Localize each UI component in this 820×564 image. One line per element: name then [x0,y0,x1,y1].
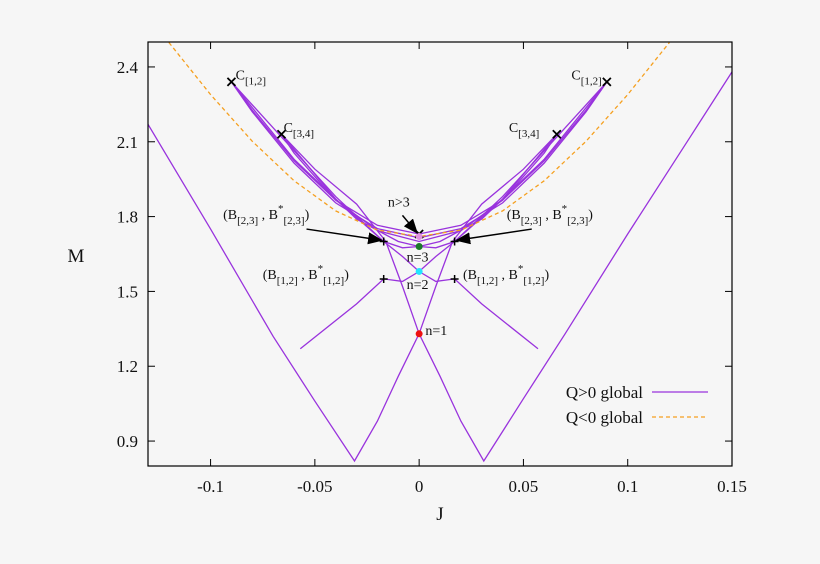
annotation-part: [1,2] [323,275,344,287]
annotation-part: [1,2] [523,275,544,287]
annotation-part: (B [263,268,277,283]
annotation-label: n=3 [407,250,429,265]
annotation-part: (B [223,208,237,223]
x-tick-label: -0.05 [297,477,332,496]
annotation-label: (B[2,3] , B*[2,3]) [507,203,594,227]
annotation-part: [1,2] [277,275,298,287]
axis-ticks: -0.1 -0.05 0 0.05 0.1 0.15 0.9 1.2 1.5 1.8 2.1 2.4 [117,42,747,496]
x-tick-label: -0.1 [197,477,224,496]
annotation-part: [3,4] [518,128,539,140]
annotation-part: [2,3] [567,215,588,227]
annotation-part: n>3 [388,196,410,211]
annotation-part: [2,3] [284,215,305,227]
annotation-part: ) [544,268,549,283]
cross-marker [602,77,612,87]
annotation-part: [2,3] [237,215,258,227]
annotation-part: ) [588,208,593,223]
y-tick-label: 1.2 [117,357,138,376]
plot-curves [147,42,733,463]
annotation-part: n=3 [407,250,429,265]
annotation-label: (B[2,3] , B*[2,3]) [223,203,309,227]
series-curve-q-positive [147,123,558,463]
annotation-part: * [562,203,568,215]
annotation-label: n=1 [425,324,447,339]
annotation-label: (B[1,2] , B*[1,2]) [263,263,350,287]
point-marker [415,330,423,338]
plus-marker [379,274,388,283]
annotation-label: C[3,4] [509,121,539,140]
y-tick-label: 2.1 [117,133,138,152]
annotation-part: , B [298,268,318,283]
x-axis-label: J [436,504,443,525]
annotation-label: C[1,2] [236,68,266,87]
point-marker [415,233,423,241]
annotation-part: C [236,68,245,83]
annotation-label: n>3 [388,196,410,211]
annotation-part: C [284,121,293,136]
annotation-part: * [278,203,284,215]
annotation-part: n=2 [407,278,429,293]
cross-marker [276,129,287,139]
y-axis-label: M [68,246,85,267]
annotation-part: * [518,263,524,275]
cross-marker [226,77,237,87]
annotation-arrow [455,228,532,245]
annotation-part: C [509,121,518,136]
point-marker [415,267,423,275]
annotation-part: (B [463,268,477,283]
point-marker [415,243,423,251]
annotation-label: n=2 [407,278,429,293]
plot-annotations: C[1,2] C[1,2]C[3,4] C[3,4](B[2,3] , B*[2,3… [223,68,602,339]
legend-label-q-negative: Q<0 global [566,408,643,427]
annotation-part: [3,4] [293,128,314,140]
annotation-label: C[3,4] [284,121,314,140]
legend-label-q-positive: Q>0 global [566,383,643,402]
annotation-part: , B [498,268,518,283]
plot-markers [226,77,612,338]
annotation-part: n=1 [425,324,447,339]
annotation-part: C [571,68,580,83]
series-curve-q-negative [168,42,670,238]
y-tick-label: 2.4 [117,58,139,77]
annotation-label: C[1,2] [571,68,601,87]
annotation-part: [2,3] [521,215,542,227]
annotation-part: [1,2] [245,75,266,87]
x-tick-label: 0.05 [509,477,539,496]
annotation-part: * [318,263,324,275]
annotation-part: [1,2] [477,275,498,287]
x-tick-label: 0.1 [617,477,638,496]
annotation-part: ) [344,268,349,283]
plot-frame [147,41,733,467]
series-curve-q-positive [281,71,733,463]
annotation-label: (B[1,2] , B*[1,2]) [463,263,550,287]
annotation-part: , B [542,208,562,223]
x-tick-label: 0.15 [717,477,747,496]
legend: Q>0 global Q<0 global [566,383,708,427]
y-tick-label: 0.9 [117,432,138,451]
x-tick-label: 0 [415,477,424,496]
annotation-part: [1,2] [581,75,602,87]
y-tick-label: 1.5 [117,282,138,301]
annotation-part: (B [507,208,521,223]
annotation-arrow [306,228,384,245]
plus-marker [450,274,459,283]
annotation-part: , B [258,208,278,223]
annotation-part: ) [305,208,310,223]
series-curve-q-positive [280,133,558,243]
annotation-arrow [401,214,419,234]
cross-marker [552,129,562,139]
y-tick-label: 1.8 [117,208,138,227]
